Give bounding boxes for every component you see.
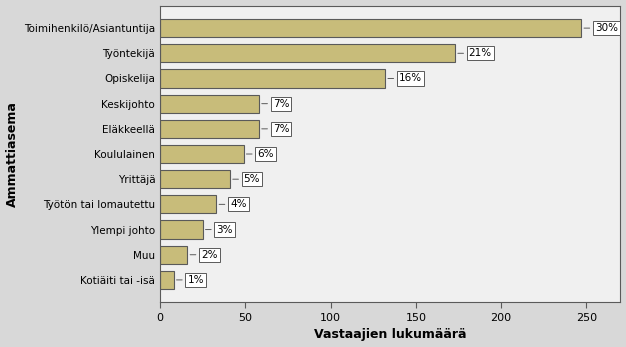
Text: 30%: 30% (584, 23, 618, 33)
Bar (160, 220, 203, 239)
Text: 21%: 21% (458, 48, 492, 58)
Bar (160, 271, 174, 289)
Bar (160, 69, 385, 87)
Y-axis label: Ammattiasema: Ammattiasema (6, 101, 19, 207)
Bar (160, 120, 259, 138)
Text: 3%: 3% (205, 225, 233, 235)
Bar (160, 145, 244, 163)
Text: 1%: 1% (177, 275, 204, 285)
Bar (160, 19, 581, 37)
Text: 6%: 6% (247, 149, 274, 159)
Bar (160, 246, 187, 264)
Bar (160, 170, 230, 188)
Text: 4%: 4% (219, 200, 247, 209)
Bar (160, 44, 455, 62)
Text: 16%: 16% (388, 74, 422, 84)
X-axis label: Vastaajien lukumäärä: Vastaajien lukumäärä (314, 329, 466, 341)
Text: 7%: 7% (262, 99, 289, 109)
Text: 2%: 2% (190, 250, 217, 260)
Bar (160, 95, 259, 113)
Text: 7%: 7% (262, 124, 289, 134)
Text: 5%: 5% (233, 174, 260, 184)
Bar (160, 195, 217, 213)
